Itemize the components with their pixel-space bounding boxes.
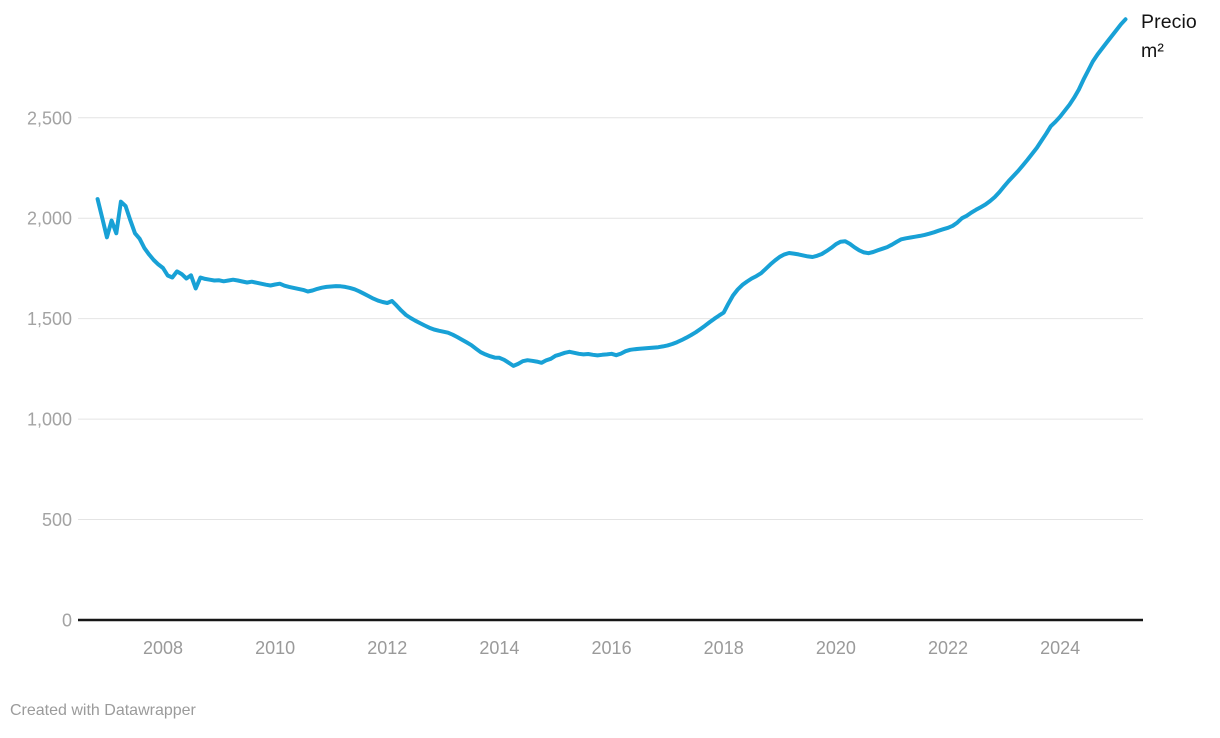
plot-area bbox=[95, 17, 1128, 368]
x-axis-labels: 2008 2010 2012 2014 2016 2018 2020 2022 2024 bbox=[143, 638, 1080, 658]
y-axis-labels: 0 500 1,000 1,500 2,000 2,500 bbox=[27, 108, 72, 630]
x-tick-label: 2024 bbox=[1040, 638, 1080, 658]
datawrapper-credit-link[interactable]: Created with Datawrapper bbox=[10, 702, 196, 719]
price-line[interactable] bbox=[95, 17, 1128, 368]
x-tick-label: 2012 bbox=[367, 638, 407, 658]
x-tick-label: 2022 bbox=[928, 638, 968, 658]
series-end-label: Precio m² bbox=[1141, 11, 1197, 62]
x-tick-label: 2014 bbox=[479, 638, 519, 658]
y-tick-label: 500 bbox=[42, 510, 72, 530]
gridlines bbox=[78, 117, 1143, 622]
x-tick-label: 2008 bbox=[143, 638, 183, 658]
x-tick-label: 2018 bbox=[704, 638, 744, 658]
y-tick-label: 1,500 bbox=[27, 309, 72, 329]
y-tick-label: 0 bbox=[62, 611, 72, 631]
x-tick-label: 2020 bbox=[816, 638, 856, 658]
y-tick-label: 2,000 bbox=[27, 209, 72, 229]
y-tick-label: 2,500 bbox=[27, 108, 72, 128]
x-tick-label: 2016 bbox=[592, 638, 632, 658]
x-tick-label: 2010 bbox=[255, 638, 295, 658]
y-tick-label: 1,000 bbox=[27, 410, 72, 430]
